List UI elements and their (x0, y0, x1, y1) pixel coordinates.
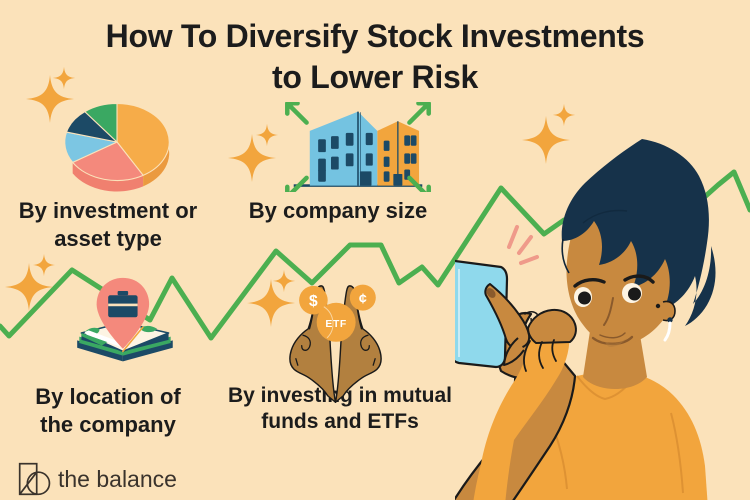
svg-text:ETF: ETF (325, 319, 347, 330)
svg-text:¢: ¢ (359, 291, 367, 307)
svg-text:$: $ (309, 293, 318, 310)
